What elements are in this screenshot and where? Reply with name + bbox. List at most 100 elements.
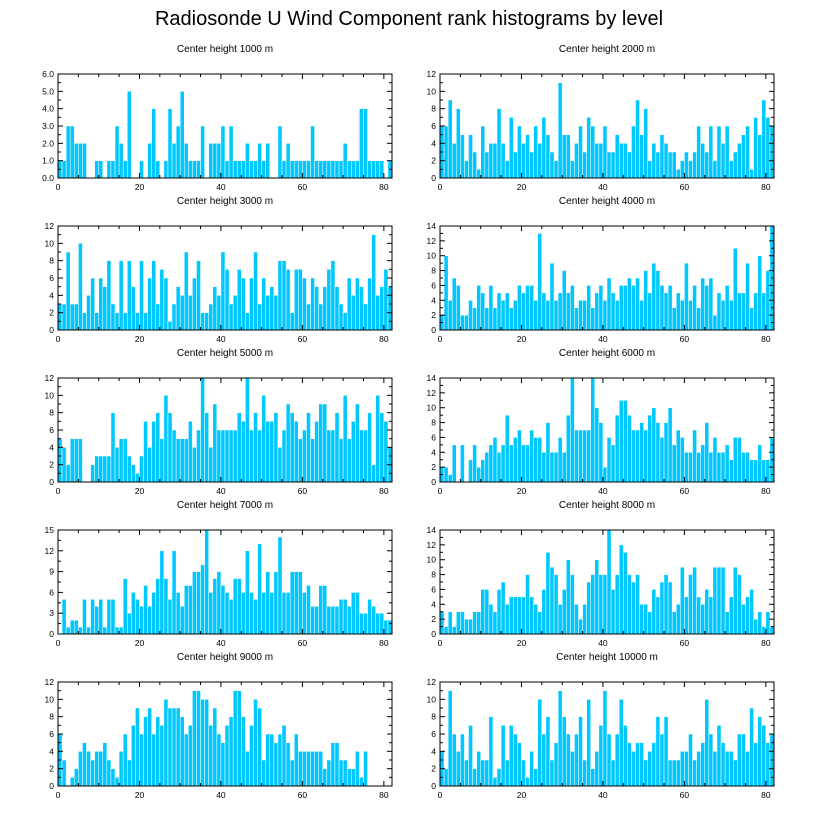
histogram-bar (594, 143, 600, 179)
histogram-bar (204, 312, 209, 331)
histogram-bar (387, 286, 393, 331)
histogram-bar (688, 300, 693, 331)
histogram-bar (351, 421, 356, 483)
histogram-bar (741, 134, 746, 179)
histogram-bar (765, 459, 771, 483)
histogram-bar (521, 292, 526, 331)
histogram-bar (627, 151, 632, 179)
histogram-bar (513, 596, 518, 635)
histogram-bar (151, 421, 157, 483)
histogram-bar (253, 699, 258, 787)
histogram-bar (761, 725, 767, 787)
histogram-bar (720, 452, 726, 483)
histogram-bar (163, 160, 169, 179)
y-tick-label: 0 (431, 173, 436, 183)
histogram-bar (716, 125, 722, 179)
histogram-bar (184, 733, 189, 787)
histogram-bar (188, 725, 193, 787)
histogram-bar (322, 160, 328, 179)
histogram-bar (57, 438, 63, 483)
histogram-bar (245, 377, 250, 483)
histogram-bar (716, 452, 722, 483)
x-tick-label: 0 (56, 182, 61, 192)
x-tick-label: 60 (680, 790, 690, 800)
histogram-bar (139, 733, 144, 787)
histogram-bar (131, 464, 136, 483)
histogram-bar (570, 285, 575, 331)
y-tick-label: 10 (427, 555, 437, 565)
histogram-bar (212, 403, 218, 483)
histogram-bar (285, 403, 291, 483)
histogram-bar (371, 234, 376, 331)
histogram-bar (488, 285, 494, 331)
histogram-bar (375, 612, 381, 635)
histogram-bar (351, 592, 356, 635)
histogram-bar (680, 437, 685, 483)
histogram-bar (606, 733, 612, 787)
histogram-bar (529, 429, 534, 483)
histogram-bar (623, 143, 628, 179)
histogram-bar (561, 270, 567, 331)
y-tick-label: 0 (49, 325, 54, 335)
x-tick-label: 0 (438, 638, 443, 648)
y-tick-label: 4 (431, 138, 436, 148)
histogram-bar (196, 690, 201, 787)
histogram-bar (549, 566, 555, 635)
histogram-bar (570, 751, 575, 787)
histogram-bar (492, 611, 498, 635)
histogram-bar (525, 777, 530, 787)
histogram-bar (541, 117, 547, 179)
histogram-bar (655, 151, 661, 179)
histogram-bar (753, 618, 758, 635)
histogram-bar (192, 447, 197, 483)
histogram-bar (98, 277, 104, 331)
histogram-bar (745, 596, 750, 635)
histogram-bar (561, 716, 567, 787)
histogram-bar (184, 438, 189, 483)
histogram-bar (688, 452, 693, 483)
histogram-bar (355, 277, 360, 331)
histogram-bar (476, 285, 481, 331)
histogram-bar (204, 699, 209, 787)
histogram-bar (643, 759, 648, 787)
histogram-bar (574, 429, 579, 483)
histogram-bar (700, 143, 706, 179)
histogram-bar (618, 699, 624, 787)
x-tick-label: 40 (216, 638, 226, 648)
histogram-bar (351, 160, 356, 179)
histogram-bar (302, 751, 307, 787)
histogram-bar (537, 233, 543, 331)
histogram-bar (545, 716, 551, 787)
histogram-bar (277, 536, 283, 635)
histogram-bar (443, 626, 449, 635)
histogram-bar (492, 777, 498, 787)
histogram-bar (281, 260, 287, 331)
histogram-bar (167, 321, 173, 331)
histogram-bar (106, 455, 112, 483)
histogram-bar (517, 596, 522, 635)
histogram-bar (74, 143, 79, 179)
histogram-bar (761, 99, 767, 179)
histogram-bar (447, 611, 453, 635)
y-tick-label: 6 (431, 584, 436, 594)
histogram-bar (318, 585, 324, 635)
histogram-bar (192, 160, 197, 179)
histogram-bar (704, 589, 710, 635)
histogram-bar (594, 407, 600, 483)
histogram-bar (614, 300, 620, 331)
histogram-bar (269, 286, 275, 331)
histogram-bar (273, 295, 279, 331)
histogram-bar (566, 292, 571, 331)
histogram-bar (586, 699, 591, 787)
histogram-bar (126, 759, 132, 787)
histogram-bar (692, 566, 697, 635)
histogram-chart: 0 2 4 6 8 10 12 0 20 40 60 80 (45, 677, 393, 800)
histogram-bar (451, 143, 457, 179)
histogram-bar (484, 151, 490, 179)
histogram-bar (508, 596, 514, 635)
histogram-bar (643, 108, 648, 179)
plot-area: 0 2 4 6 8 10 12 14 0 20 40 60 80 (427, 525, 775, 648)
histogram-bar (298, 438, 303, 483)
histogram-bar (655, 716, 661, 787)
histogram-bar (553, 742, 559, 787)
